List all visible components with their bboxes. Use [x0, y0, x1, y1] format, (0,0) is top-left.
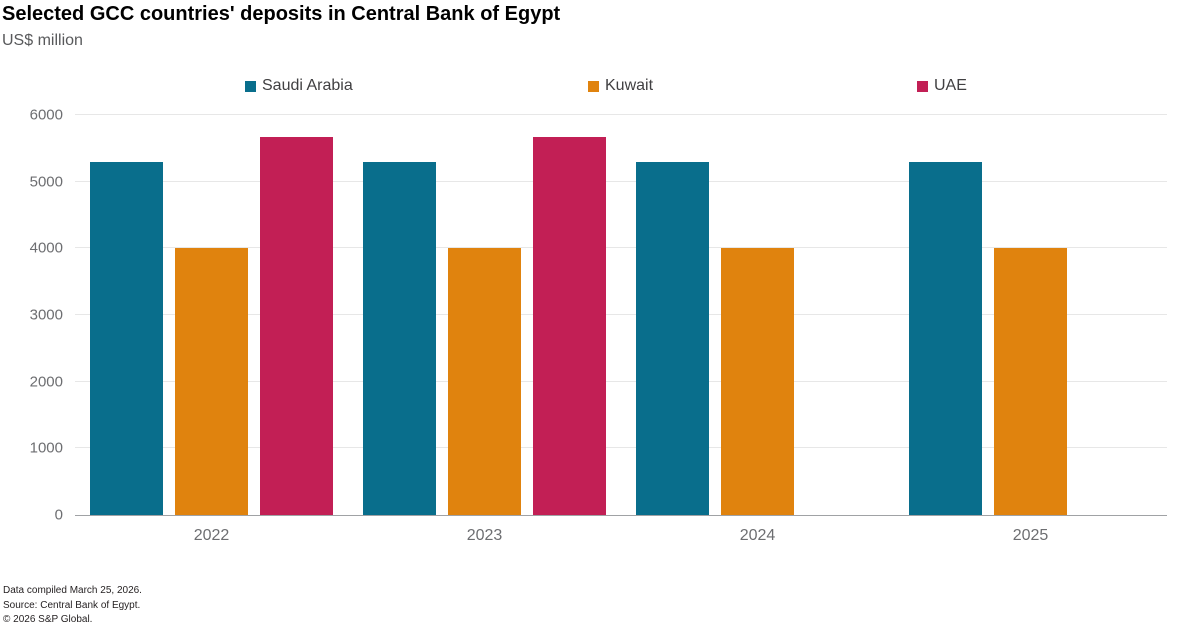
legend-label: Saudi Arabia: [262, 77, 353, 94]
bar-saudi-arabia-2022: [90, 161, 163, 515]
legend-label: UAE: [934, 77, 967, 94]
bar-kuwait-2024: [721, 248, 794, 515]
legend-label: Kuwait: [605, 77, 654, 94]
chart-title: Selected GCC countries' deposits in Cent…: [2, 3, 561, 25]
bar-group-2024: [621, 115, 894, 515]
legend-swatch: [588, 81, 599, 92]
y-tick-label-1000: 1000: [29, 439, 63, 457]
bar-saudi-arabia-2024: [636, 161, 709, 515]
gridline-1000: [75, 447, 1167, 449]
y-tick-label-6000: 6000: [29, 106, 63, 124]
y-tick-label-3000: 3000: [29, 306, 63, 324]
y-tick-label-2000: 2000: [29, 373, 63, 391]
bar-group-2025: [894, 115, 1167, 515]
y-tick-label-5000: 5000: [29, 173, 63, 191]
gridline-4000: [75, 247, 1167, 249]
bar-saudi-arabia-2023: [363, 161, 436, 515]
x-axis: 2022 2023 2024 2025: [75, 527, 1167, 545]
bar-saudi-arabia-2025: [909, 161, 982, 515]
gridline-2000: [75, 380, 1167, 382]
gridline-6000: [75, 114, 1167, 115]
gridline-3000: [75, 314, 1167, 315]
chart-subtitle: US$ million: [2, 32, 83, 49]
bar-series: [75, 115, 1167, 515]
y-tick-label-0: 0: [54, 506, 63, 524]
x-tick-label-2024: 2024: [739, 527, 776, 544]
x-tick-label-2022: 2022: [193, 527, 230, 544]
plot-area: [75, 114, 1167, 516]
chart-legend: Saudi Arabia Kuwait UAE: [0, 77, 1200, 97]
legend-swatch: [917, 81, 928, 92]
bar-group-2023: [348, 115, 621, 515]
bar-uae-2022: [260, 137, 333, 515]
legend-item-uae: UAE: [917, 77, 967, 95]
x-tick-label-2023: 2023: [466, 527, 503, 544]
legend-swatch: [245, 81, 256, 92]
legend-item-kuwait: Kuwait: [588, 77, 653, 95]
footer: Data compiled March 25, 2026. Source: Ce…: [3, 584, 142, 627]
bar-kuwait-2022: [175, 248, 248, 515]
gridline-5000: [75, 180, 1167, 182]
bar-uae-2023: [533, 137, 606, 515]
bar-group-2022: [75, 115, 348, 515]
y-axis: 0 1000 2000 3000 4000 5000 6000: [0, 108, 63, 523]
bar-kuwait-2023: [448, 248, 521, 515]
x-tick-label-2025: 2025: [1012, 527, 1049, 544]
legend-item-saudi-arabia: Saudi Arabia: [245, 77, 353, 95]
y-tick-label-4000: 4000: [29, 239, 63, 257]
footer-copyright: © 2026 S&P Global.: [3, 614, 93, 625]
footer-source: Source: Central Bank of Egypt.: [3, 599, 141, 611]
gridlines: [75, 114, 1167, 515]
footer-compiled-date: Data compiled March 25, 2026.: [3, 585, 142, 596]
bar-kuwait-2025: [994, 248, 1067, 515]
